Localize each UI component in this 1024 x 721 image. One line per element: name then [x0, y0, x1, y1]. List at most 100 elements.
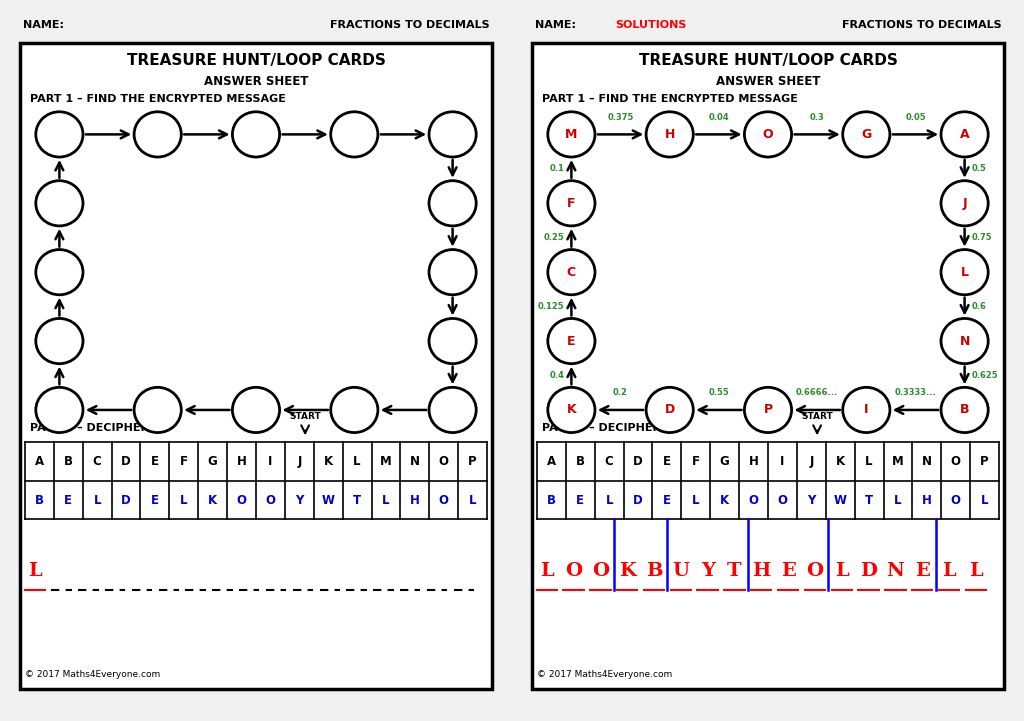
Text: E: E: [780, 562, 796, 580]
Text: E: E: [151, 455, 159, 468]
Text: Y: Y: [700, 562, 715, 580]
Ellipse shape: [548, 112, 595, 157]
Text: P: P: [764, 404, 772, 417]
Ellipse shape: [232, 112, 280, 157]
Text: K: K: [836, 455, 845, 468]
Text: 0.4: 0.4: [549, 371, 564, 380]
Text: C: C: [93, 455, 101, 468]
Text: PART 1 – FIND THE ENCRYPTED MESSAGE: PART 1 – FIND THE ENCRYPTED MESSAGE: [542, 94, 798, 104]
Text: 0.25: 0.25: [544, 233, 564, 242]
Text: L: L: [865, 455, 872, 468]
Text: E: E: [914, 562, 930, 580]
Text: E: E: [65, 494, 73, 507]
Ellipse shape: [331, 112, 378, 157]
Text: L: L: [180, 494, 187, 507]
Ellipse shape: [36, 319, 83, 363]
Text: D: D: [633, 494, 643, 507]
Text: B: B: [35, 494, 44, 507]
Text: L: L: [969, 562, 983, 580]
Text: O: O: [438, 494, 449, 507]
Text: P: P: [980, 455, 989, 468]
Text: O: O: [806, 562, 823, 580]
Text: A: A: [959, 128, 970, 141]
Text: N: N: [959, 335, 970, 348]
Text: 0.75: 0.75: [972, 233, 992, 242]
Ellipse shape: [36, 181, 83, 226]
Text: L: L: [353, 455, 360, 468]
Text: H: H: [922, 494, 932, 507]
Ellipse shape: [134, 387, 181, 433]
Text: T: T: [727, 562, 741, 580]
Text: I: I: [780, 455, 784, 468]
Ellipse shape: [134, 112, 181, 157]
Ellipse shape: [843, 112, 890, 157]
Text: A: A: [547, 455, 556, 468]
Text: W: W: [834, 494, 847, 507]
Ellipse shape: [548, 181, 595, 226]
Ellipse shape: [941, 387, 988, 433]
Text: L: L: [961, 265, 969, 279]
Text: D: D: [633, 455, 643, 468]
Ellipse shape: [744, 387, 792, 433]
Text: START: START: [289, 412, 322, 420]
Text: D: D: [121, 494, 131, 507]
Text: © 2017 Maths4Everyone.com: © 2017 Maths4Everyone.com: [25, 671, 160, 679]
Text: 0.55: 0.55: [709, 388, 729, 397]
Text: D: D: [860, 562, 877, 580]
Text: O: O: [565, 562, 583, 580]
Ellipse shape: [429, 249, 476, 295]
Text: 0.375: 0.375: [607, 112, 634, 122]
Text: L: L: [894, 494, 902, 507]
Ellipse shape: [646, 387, 693, 433]
Text: E: E: [663, 455, 671, 468]
Text: G: G: [861, 128, 871, 141]
Ellipse shape: [429, 319, 476, 363]
Text: O: O: [237, 494, 247, 507]
Text: T: T: [353, 494, 361, 507]
Ellipse shape: [36, 112, 83, 157]
Text: ANSWER SHEET: ANSWER SHEET: [204, 75, 308, 88]
Text: B: B: [575, 455, 585, 468]
Text: FRACTIONS TO DECIMALS: FRACTIONS TO DECIMALS: [842, 20, 1001, 30]
Text: J: J: [963, 197, 967, 210]
Text: Y: Y: [807, 494, 815, 507]
Text: 0.3: 0.3: [810, 112, 824, 122]
Text: O: O: [950, 455, 961, 468]
Text: N: N: [410, 455, 420, 468]
Ellipse shape: [36, 249, 83, 295]
Text: O: O: [749, 494, 759, 507]
Text: D: D: [665, 404, 675, 417]
Text: L: L: [692, 494, 699, 507]
Text: K: K: [720, 494, 729, 507]
Text: E: E: [567, 335, 575, 348]
Text: N: N: [922, 455, 932, 468]
Text: H: H: [749, 455, 759, 468]
Text: F: F: [692, 455, 699, 468]
Text: J: J: [809, 455, 813, 468]
Text: P: P: [468, 455, 477, 468]
Text: 0.625: 0.625: [972, 371, 998, 380]
Text: 0.125: 0.125: [538, 302, 564, 311]
Text: H: H: [665, 128, 675, 141]
Text: H: H: [237, 455, 247, 468]
Text: 0.3333...: 0.3333...: [895, 388, 936, 397]
Text: PART 1 – FIND THE ENCRYPTED MESSAGE: PART 1 – FIND THE ENCRYPTED MESSAGE: [30, 94, 286, 104]
Text: M: M: [892, 455, 904, 468]
Ellipse shape: [744, 112, 792, 157]
Text: START: START: [801, 412, 834, 420]
Text: L: L: [942, 562, 955, 580]
Text: L: L: [981, 494, 988, 507]
Text: A: A: [35, 455, 44, 468]
Text: C: C: [605, 455, 613, 468]
Text: L: L: [540, 562, 554, 580]
Ellipse shape: [548, 319, 595, 363]
Text: PART 2 – DECIPHER: PART 2 – DECIPHER: [30, 423, 148, 433]
Text: D: D: [121, 455, 131, 468]
Text: F: F: [567, 197, 575, 210]
Text: H: H: [410, 494, 420, 507]
Text: J: J: [297, 455, 301, 468]
Text: K: K: [324, 455, 333, 468]
Text: H: H: [752, 562, 770, 580]
Ellipse shape: [36, 387, 83, 433]
Ellipse shape: [429, 181, 476, 226]
